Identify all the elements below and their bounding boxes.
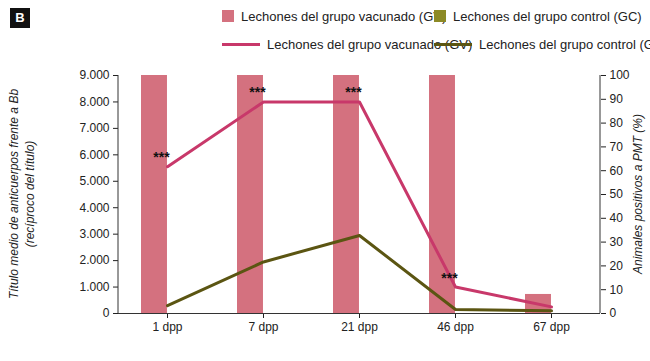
svg-text:80: 80 — [610, 116, 624, 130]
svg-text:1 dpp: 1 dpp — [152, 320, 182, 334]
svg-text:7 dpp: 7 dpp — [248, 320, 278, 334]
svg-text:40: 40 — [610, 211, 624, 225]
svg-text:21 dpp: 21 dpp — [341, 320, 378, 334]
svg-text:100: 100 — [610, 68, 630, 82]
svg-text:5.000: 5.000 — [79, 174, 109, 188]
svg-text:8.000: 8.000 — [79, 95, 109, 109]
svg-text:0: 0 — [103, 306, 110, 320]
svg-text:70: 70 — [610, 140, 624, 154]
svg-text:3.000: 3.000 — [79, 227, 109, 241]
html-text:Animales positivos a PMT (%): Animales positivos a PMT (%) — [631, 114, 645, 274]
svg-text:60: 60 — [610, 164, 624, 178]
svg-text:90: 90 — [610, 92, 624, 106]
html-text:Título medio de anticuerpos fr: Título medio de anticuerpos frente a Bb … — [7, 88, 37, 300]
svg-text:0: 0 — [610, 306, 617, 320]
svg-text:9.000: 9.000 — [79, 68, 109, 82]
svg-text:10: 10 — [610, 283, 624, 297]
html-text:B: B — [15, 10, 25, 25]
svg-text:***: *** — [249, 84, 266, 100]
svg-text:46 dpp: 46 dpp — [437, 320, 474, 334]
svg-text:***: *** — [153, 149, 170, 165]
svg-text:***: *** — [345, 84, 362, 100]
svg-text:1.000: 1.000 — [79, 280, 109, 294]
svg-text:67 dpp: 67 dpp — [533, 320, 570, 334]
svg-text:2.000: 2.000 — [79, 253, 109, 267]
svg-text:30: 30 — [610, 235, 624, 249]
html-text:Lechones del grupo vacunado (G: Lechones del grupo vacunado (GV) — [241, 8, 447, 24]
html-text:Lechones del grupo control (GC: Lechones del grupo control (GC) — [453, 8, 642, 24]
html-text:Lechones del grupo vacunado (G: Lechones del grupo vacunado (GV) — [267, 36, 473, 52]
svg-text:20: 20 — [610, 259, 624, 273]
svg-text:4.000: 4.000 — [79, 201, 109, 215]
svg-text:50: 50 — [610, 187, 624, 201]
svg-text:7.000: 7.000 — [79, 121, 109, 135]
svg-text:***: *** — [441, 270, 458, 286]
svg-text:6.000: 6.000 — [79, 148, 109, 162]
